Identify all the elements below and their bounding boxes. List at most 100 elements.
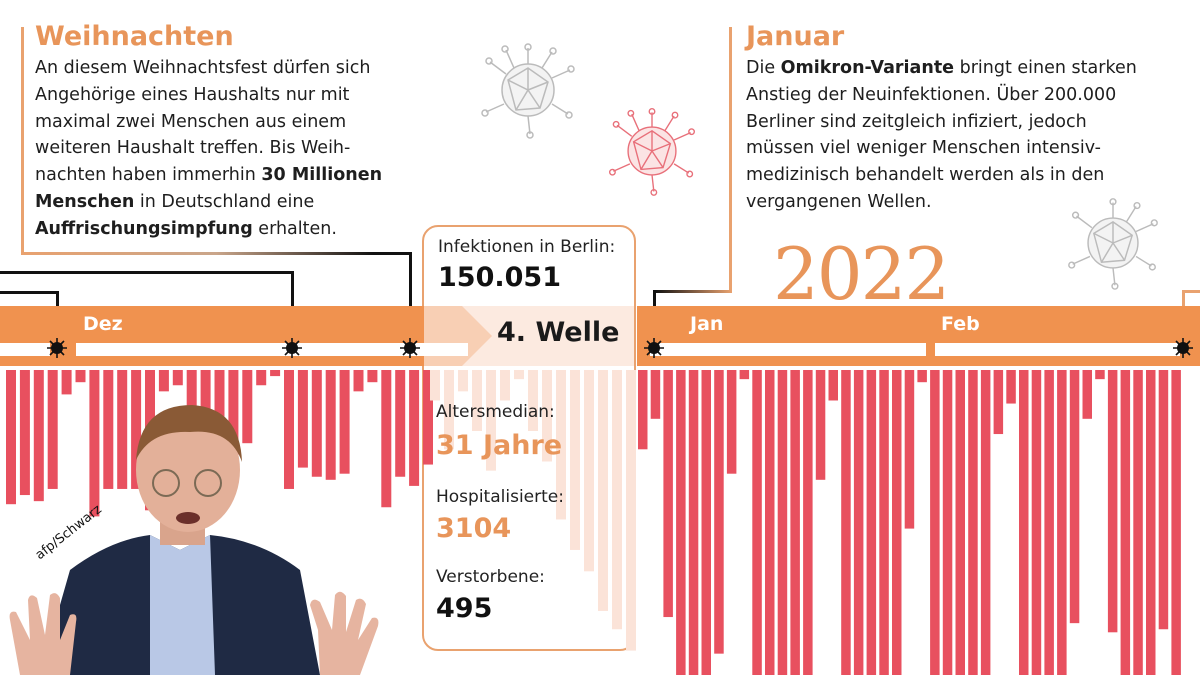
- bar: [339, 370, 350, 474]
- januar-frame-left: [729, 27, 732, 293]
- bar: [103, 370, 114, 489]
- bar: [472, 370, 482, 431]
- bar: [444, 370, 454, 450]
- weihnachten-title: Weihnachten: [35, 21, 234, 52]
- bar: [1120, 370, 1131, 675]
- hospitalized-value: 3104: [436, 513, 512, 544]
- bar: [584, 370, 594, 572]
- bar: [917, 370, 927, 383]
- bar: [626, 370, 636, 651]
- bar: [6, 370, 16, 505]
- bar: [955, 370, 965, 675]
- bar: [815, 370, 826, 480]
- bar: [993, 370, 1004, 435]
- bar: [650, 370, 661, 419]
- bar: [89, 370, 100, 517]
- bar: [1107, 370, 1118, 633]
- bar: [904, 370, 915, 529]
- infections-value: 150.051: [438, 262, 561, 293]
- bar: [841, 370, 851, 675]
- timeline-strip: [76, 343, 468, 356]
- bar: [765, 370, 775, 675]
- bar: [1146, 370, 1156, 675]
- bar: [228, 370, 239, 462]
- feb-frame: [1183, 290, 1200, 293]
- bar: [570, 370, 580, 550]
- bar: [61, 370, 72, 395]
- bar: [688, 370, 699, 675]
- bar: [892, 370, 902, 675]
- bar: [879, 370, 889, 675]
- virus-illustration-red-icon: [608, 107, 696, 196]
- text-segment: bringt einen starken Anstieg der Neuinfe…: [746, 58, 1137, 212]
- bar: [1069, 370, 1080, 624]
- bar: [777, 370, 788, 675]
- bar: [33, 370, 44, 502]
- infections-label: Infektionen in Berlin:: [438, 237, 616, 257]
- deaths-label: Verstorbene:: [436, 567, 545, 587]
- text-bold: Auffrischungsimpfung: [35, 218, 253, 239]
- bar: [676, 370, 686, 675]
- bar: [514, 370, 524, 380]
- bar: [1031, 370, 1042, 675]
- text-segment: An diesem Weihnachtsfest dürfen sich Ang…: [35, 58, 371, 186]
- bar: [1133, 370, 1143, 675]
- bar: [638, 370, 648, 450]
- bar: [612, 370, 622, 630]
- bar: [409, 370, 420, 486]
- bar: [790, 370, 800, 675]
- bar: [803, 370, 813, 675]
- bar: [1095, 370, 1105, 380]
- month-label-dez: Dez: [83, 313, 123, 335]
- bar: [297, 370, 308, 468]
- bar: [75, 370, 86, 383]
- bar: [1006, 370, 1016, 404]
- bar: [1019, 370, 1029, 675]
- bar: [158, 370, 169, 392]
- timeline-strip: [935, 343, 1180, 356]
- bar: [528, 370, 538, 431]
- bar: [367, 370, 378, 383]
- virus-illustration-gray-icon: [1068, 198, 1158, 290]
- timeline-band-wave: [424, 306, 634, 366]
- januar-frame-bottom: [655, 290, 732, 293]
- connector-line: [0, 291, 58, 294]
- bar: [486, 370, 496, 471]
- bar: [353, 370, 364, 392]
- bar: [942, 370, 953, 675]
- bar: [726, 370, 737, 474]
- bar: [325, 370, 336, 480]
- bar: [256, 370, 267, 386]
- timeline-strip: [0, 343, 50, 356]
- wave-label: 4. Welle: [497, 317, 620, 348]
- text-segment: Die: [746, 58, 781, 78]
- text-bold: 30 Millionen Menschen: [35, 165, 383, 212]
- timeline-band-right: [637, 306, 1200, 366]
- bar: [714, 370, 724, 654]
- bar: [752, 370, 762, 675]
- bar: [598, 370, 608, 611]
- bar: [1158, 370, 1169, 630]
- bar: [739, 370, 750, 380]
- bar: [284, 370, 294, 489]
- bar: [1082, 370, 1092, 419]
- bar: [853, 370, 864, 675]
- bar: [117, 370, 128, 489]
- bar: [500, 370, 510, 401]
- person-photo: [9, 405, 379, 675]
- bar: [458, 370, 468, 392]
- januar-title: Januar: [746, 21, 845, 52]
- month-label-feb: Feb: [941, 313, 980, 335]
- bar: [242, 370, 253, 444]
- januar-text: Die Omikron-Variante bringt einen starke…: [746, 55, 1146, 216]
- age-median-label: Altersmedian:: [436, 402, 555, 422]
- hospitalized-label: Hospitalisierte:: [436, 487, 564, 507]
- text-segment: erhalten.: [252, 218, 337, 239]
- bar: [968, 370, 978, 675]
- year-label: 2022: [773, 232, 950, 316]
- bar: [1044, 370, 1054, 675]
- bar: [542, 370, 552, 462]
- bar: [381, 370, 392, 508]
- connector-line: [409, 252, 412, 348]
- bar: [930, 370, 940, 675]
